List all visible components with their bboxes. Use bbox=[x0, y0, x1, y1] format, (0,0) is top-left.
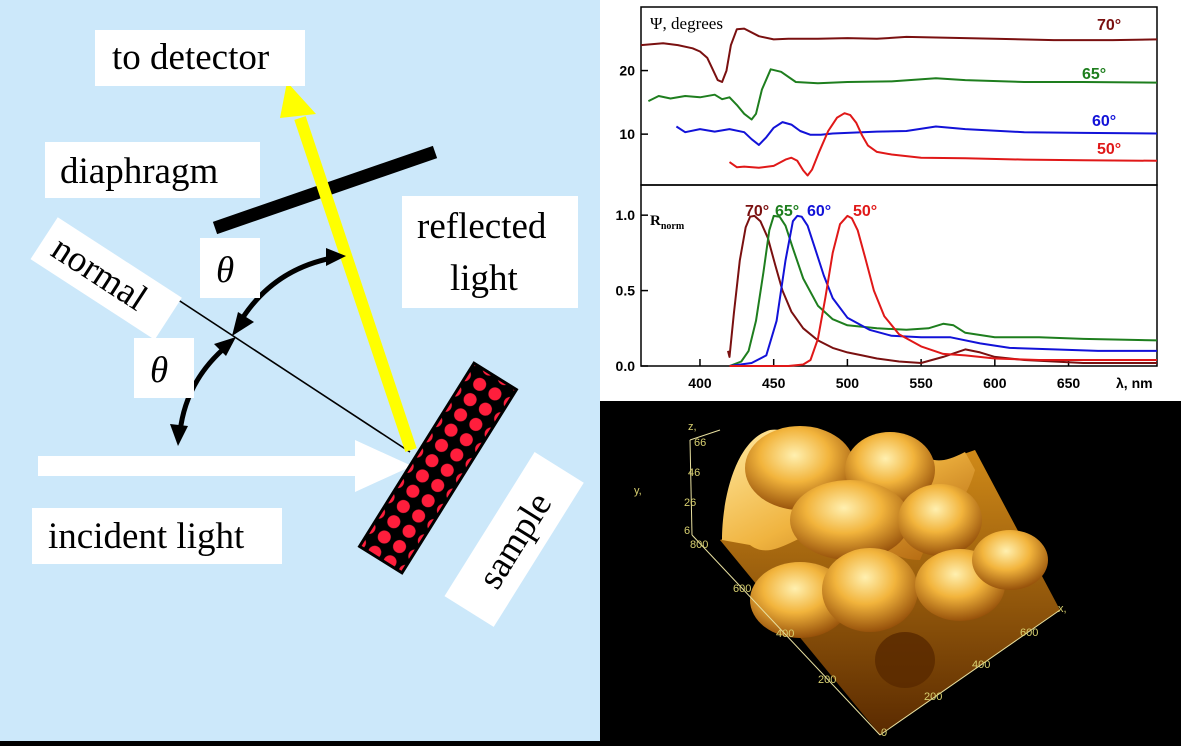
lower-arc-arrow-1 bbox=[214, 337, 236, 356]
reflectance-chart: Rnorm 0.0 0.5 1.0 400 450 500 550 600 650 70° 65… bbox=[616, 184, 1158, 391]
series-label: 70° bbox=[745, 203, 769, 220]
y-tick-label: 0.5 bbox=[616, 283, 636, 299]
ellipsometry-diagram: to detector diaphragm reflected light no… bbox=[0, 0, 600, 741]
afm-z-tick: 66 bbox=[694, 437, 706, 449]
series-label: 60° bbox=[807, 203, 831, 220]
x-axis-label: λ, nm bbox=[1116, 375, 1153, 391]
series-label: 65° bbox=[1082, 66, 1106, 83]
y-tick-label: 10 bbox=[619, 126, 635, 142]
x-tick-label: 650 bbox=[1057, 375, 1081, 391]
x-tick-label: 600 bbox=[983, 375, 1007, 391]
diaphragm-label-box bbox=[45, 142, 260, 198]
reflected-beam bbox=[294, 116, 417, 452]
detector-label: to detector bbox=[112, 37, 269, 78]
series-line bbox=[647, 68, 1158, 121]
sample-label-box bbox=[444, 452, 584, 627]
afm-y-tick: 600 bbox=[733, 583, 751, 595]
diaphragm-label: diaphragm bbox=[60, 151, 218, 192]
x-tick-label: 500 bbox=[836, 375, 860, 391]
afm-bump-3 bbox=[790, 480, 910, 560]
x-tick-label: 550 bbox=[909, 375, 933, 391]
afm-surface-image: z, y, x, 66 46 26 6 800 600 400 200 0 20… bbox=[600, 401, 1181, 741]
upper-angle-arc bbox=[237, 255, 333, 324]
afm-bump-6 bbox=[822, 548, 918, 632]
series-line bbox=[729, 214, 1158, 367]
normal-label-box bbox=[30, 217, 182, 340]
r-plot-frame bbox=[640, 184, 1158, 367]
psi-chart: Ψ, degrees 10 20 70° 65° 60° 50° bbox=[619, 6, 1158, 186]
afm-x-tick: 200 bbox=[924, 691, 942, 703]
afm-bump-8 bbox=[972, 530, 1048, 590]
afm-y-tick: 400 bbox=[776, 628, 794, 640]
reflected-label-line1: reflected bbox=[417, 206, 547, 247]
x-tick-label: 450 bbox=[762, 375, 786, 391]
x-tick-label: 400 bbox=[688, 375, 712, 391]
spectra-charts: Ψ, degrees 10 20 70° 65° 60° 50° Rnorm 0.0 0.… bbox=[600, 0, 1181, 401]
afm-z-label: z, bbox=[688, 421, 697, 433]
afm-z-tick: 26 bbox=[684, 497, 696, 509]
r-y-label: Rnorm bbox=[650, 213, 685, 232]
series-line bbox=[675, 121, 1158, 146]
incident-label: incident light bbox=[48, 516, 245, 557]
afm-x-tick: 400 bbox=[972, 659, 990, 671]
series-line bbox=[640, 27, 1158, 83]
reflected-label-line2: light bbox=[450, 258, 519, 299]
series-line bbox=[727, 214, 1157, 364]
theta-upper-label: θ bbox=[216, 250, 234, 291]
detector-label-box bbox=[95, 30, 305, 86]
reflected-label-box bbox=[402, 196, 578, 308]
psi-y-label: Ψ, degrees bbox=[650, 14, 723, 33]
sample-plate bbox=[357, 361, 519, 575]
upper-arc-arrow-2 bbox=[326, 248, 346, 266]
afm-x-tick: 600 bbox=[1020, 627, 1038, 639]
afm-z-tick: 46 bbox=[688, 467, 700, 479]
series-label: 70° bbox=[1097, 17, 1121, 34]
afm-x-label: x, bbox=[1058, 603, 1067, 615]
series-label: 50° bbox=[1097, 141, 1121, 158]
afm-y-tick: 800 bbox=[690, 539, 708, 551]
afm-bump-4 bbox=[898, 484, 982, 556]
afm-y-tick: 0 bbox=[881, 727, 887, 739]
lower-arc-arrow-2 bbox=[170, 424, 188, 446]
theta-upper-box bbox=[200, 238, 260, 298]
series-label: 60° bbox=[1092, 113, 1116, 130]
afm-z-tick: 6 bbox=[684, 525, 690, 537]
charts-background bbox=[600, 0, 1181, 401]
afm-axes bbox=[689, 429, 1061, 736]
incident-beam bbox=[38, 456, 360, 476]
incident-beam-arrowhead bbox=[355, 440, 412, 492]
incident-label-box bbox=[32, 508, 282, 564]
lower-angle-arc bbox=[177, 343, 230, 433]
series-line bbox=[729, 214, 1157, 367]
series-line bbox=[728, 112, 1158, 177]
afm-y-tick: 200 bbox=[818, 674, 836, 686]
series-label: 65° bbox=[775, 203, 799, 220]
y-tick-label: 1.0 bbox=[616, 207, 636, 223]
reflected-beam-arrowhead bbox=[280, 82, 316, 118]
y-tick-label: 20 bbox=[619, 63, 635, 79]
y-tick-label: 0.0 bbox=[616, 358, 636, 374]
afm-y-label: y, bbox=[634, 485, 642, 497]
series-label: 50° bbox=[853, 203, 877, 220]
theta-lower-box bbox=[134, 338, 194, 398]
series-line bbox=[729, 214, 1157, 367]
afm-valley bbox=[875, 632, 935, 688]
theta-lower-label: θ bbox=[150, 350, 168, 391]
upper-arc-arrow-1 bbox=[232, 312, 254, 336]
